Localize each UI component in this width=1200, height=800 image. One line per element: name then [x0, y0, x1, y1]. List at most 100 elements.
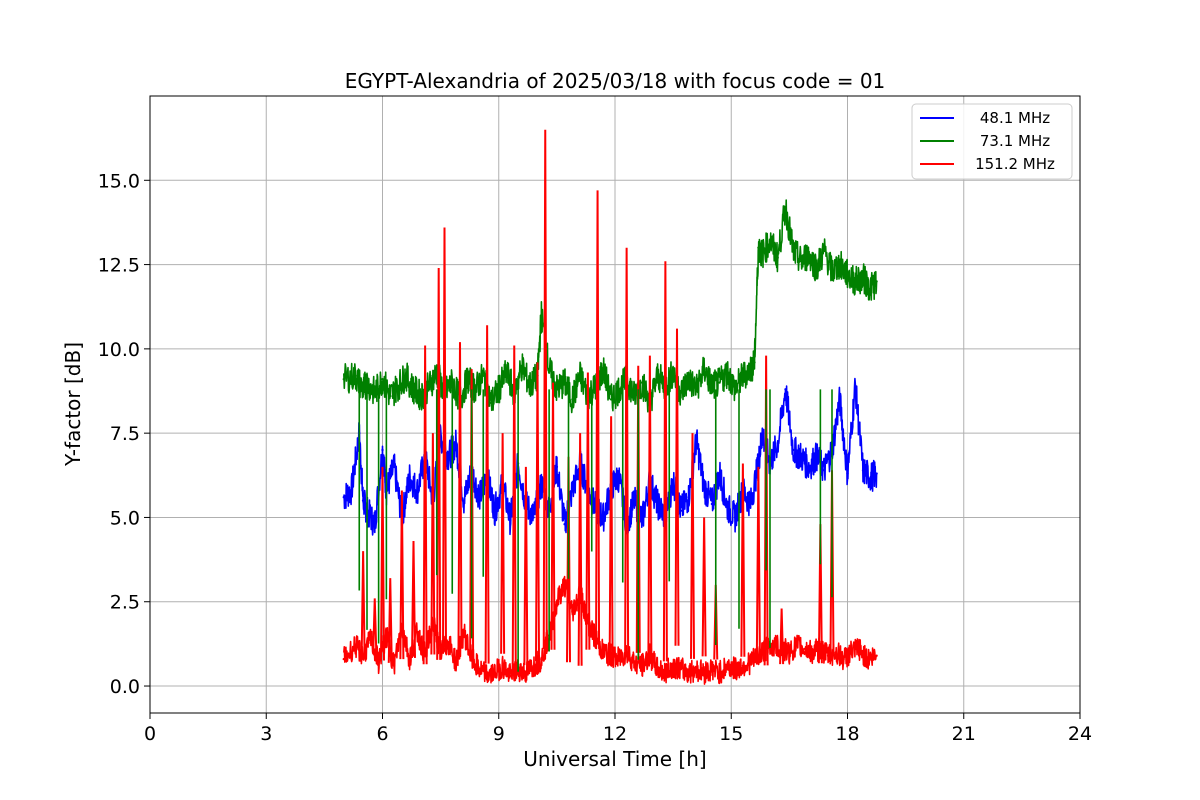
spike-mark	[701, 517, 707, 657]
spike-mark	[422, 345, 428, 665]
data-point	[524, 671, 528, 674]
spike-mark	[585, 372, 591, 650]
data-point	[633, 661, 636, 664]
data-point	[854, 280, 857, 283]
data-point	[377, 661, 380, 664]
data-point	[761, 432, 764, 435]
spike-mark	[779, 608, 785, 665]
data-point	[741, 374, 745, 377]
data-point	[528, 384, 531, 388]
data-point	[811, 651, 814, 654]
data-point	[776, 442, 779, 445]
x-tick-label: 3	[260, 723, 272, 745]
data-point	[869, 287, 872, 290]
data-point	[540, 314, 543, 317]
data-point	[687, 496, 690, 499]
data-point	[342, 378, 345, 381]
spike-mark	[595, 190, 601, 649]
data-point	[602, 651, 605, 654]
data-point	[547, 367, 551, 371]
data-point	[761, 253, 764, 256]
x-axis-title: Universal Time [h]	[523, 747, 706, 771]
x-tick-label: 21	[952, 723, 976, 745]
spike-mark	[457, 342, 463, 649]
data-point	[656, 502, 659, 506]
x-tick-label: 0	[144, 723, 156, 745]
data-point	[342, 657, 345, 661]
data-point	[784, 206, 787, 209]
data-point	[807, 253, 810, 256]
data-point	[416, 489, 419, 492]
y-tick-label: 7.5	[110, 423, 140, 445]
data-point	[733, 516, 737, 519]
legend-label: 73.1 MHz	[980, 132, 1050, 150]
data-point	[447, 455, 450, 458]
y-tick-label: 15.0	[98, 170, 140, 192]
data-point	[846, 273, 849, 276]
data-point	[757, 462, 760, 465]
legend: 48.1 MHz 73.1 MHz 151.2 MHz	[911, 103, 1073, 180]
data-point	[823, 249, 826, 253]
data-point	[563, 583, 566, 587]
data-point	[702, 485, 706, 489]
chart-title: EGYPT-Alexandria of 2025/03/18 with focu…	[345, 69, 886, 93]
data-point	[792, 249, 795, 253]
data-point	[396, 384, 400, 388]
data-point	[679, 509, 683, 512]
y-tick-label: 0.0	[110, 676, 140, 698]
data-point	[408, 657, 411, 661]
data-point	[749, 367, 752, 371]
data-point	[392, 664, 396, 667]
spike-mark	[674, 328, 680, 646]
data-point	[842, 657, 845, 661]
data-point	[617, 657, 621, 661]
spike-mark	[662, 261, 668, 662]
spike-mark	[372, 598, 378, 651]
data-point	[633, 499, 636, 502]
data-point	[478, 496, 481, 499]
data-point	[749, 502, 752, 506]
data-point	[505, 371, 508, 374]
data-point	[830, 270, 834, 273]
data-point	[563, 523, 566, 526]
spike-mark	[763, 355, 769, 666]
data-point	[482, 374, 485, 377]
series-layer	[342, 129, 878, 685]
data-point	[695, 388, 698, 391]
spike-mark	[442, 227, 447, 654]
data-point	[389, 394, 392, 398]
data-point	[640, 664, 644, 667]
data-point	[454, 442, 458, 445]
data-point	[493, 671, 497, 674]
data-point	[664, 671, 667, 674]
data-point	[633, 394, 636, 398]
data-point	[404, 374, 407, 377]
data-point	[369, 637, 373, 640]
x-tick-label: 12	[603, 723, 627, 745]
x-tick-label: 15	[719, 723, 743, 745]
spike-mark	[647, 355, 653, 659]
data-point	[427, 384, 431, 388]
data-point	[656, 374, 659, 377]
data-point	[451, 381, 454, 384]
data-point	[815, 266, 818, 270]
data-point	[861, 276, 865, 280]
data-point	[718, 671, 721, 674]
data-point	[365, 381, 369, 384]
data-point	[381, 448, 384, 452]
series-line	[343, 575, 878, 685]
data-point	[869, 475, 872, 479]
data-point	[540, 657, 543, 661]
spike-mark	[360, 551, 366, 659]
series-line	[343, 199, 878, 414]
data-point	[726, 506, 729, 509]
data-point	[861, 469, 865, 472]
data-point	[792, 448, 795, 452]
legend-label: 151.2 MHz	[975, 155, 1055, 173]
data-point	[416, 630, 419, 634]
data-point	[857, 647, 861, 651]
data-point	[826, 654, 830, 657]
data-point	[381, 378, 384, 381]
data-point	[795, 644, 799, 647]
